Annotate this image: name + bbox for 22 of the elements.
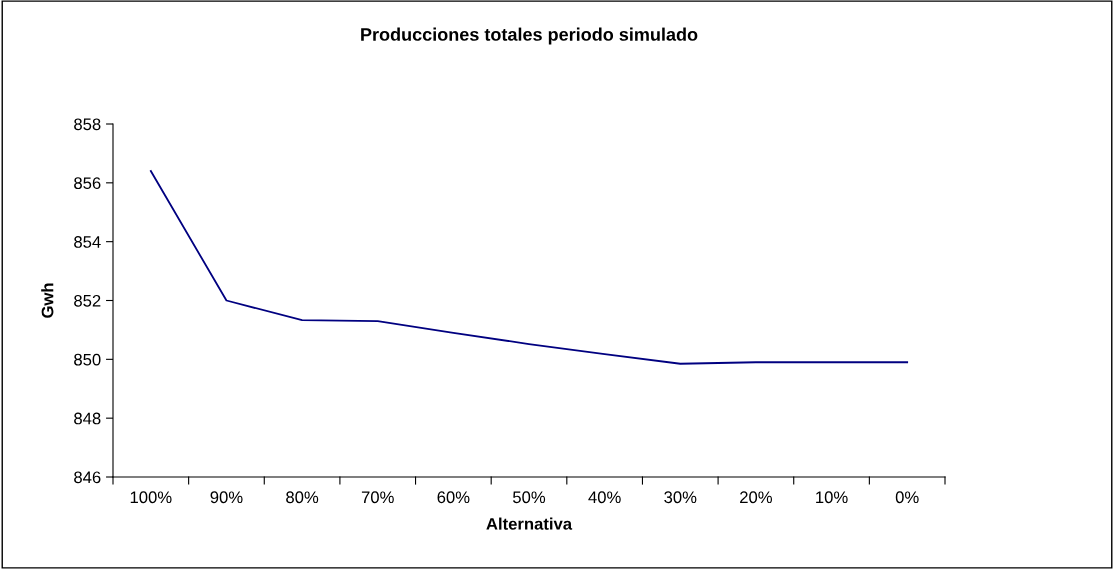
y-tick-label: 858 (74, 118, 101, 131)
y-axis-title: Gwh (41, 283, 54, 318)
x-tick-label: 100% (130, 491, 172, 504)
x-tick-label: 70% (361, 491, 394, 504)
x-tick-label: 10% (816, 491, 848, 504)
x-tick-label: 30% (664, 491, 697, 504)
x-tick-label: 60% (437, 491, 470, 504)
x-tick-label: 50% (512, 491, 546, 504)
y-tick-label: 848 (74, 412, 101, 425)
x-tick-label: 90% (210, 491, 243, 504)
x-tick-label: 0% (895, 491, 919, 504)
y-tick-label: 850 (74, 353, 101, 366)
line-series (149, 170, 909, 365)
y-tick-label: 852 (74, 294, 101, 307)
chart-title: Producciones totales periodo simulado (361, 27, 698, 45)
x-tick-label: 80% (286, 491, 319, 504)
x-axis-title: Alternativa (486, 517, 573, 530)
y-tick-label: 854 (74, 236, 101, 248)
x-tick-label: 40% (588, 491, 621, 504)
y-tick-label: 856 (74, 177, 101, 190)
x-tick-label: 20% (740, 491, 772, 504)
y-tick-label: 846 (74, 471, 101, 484)
